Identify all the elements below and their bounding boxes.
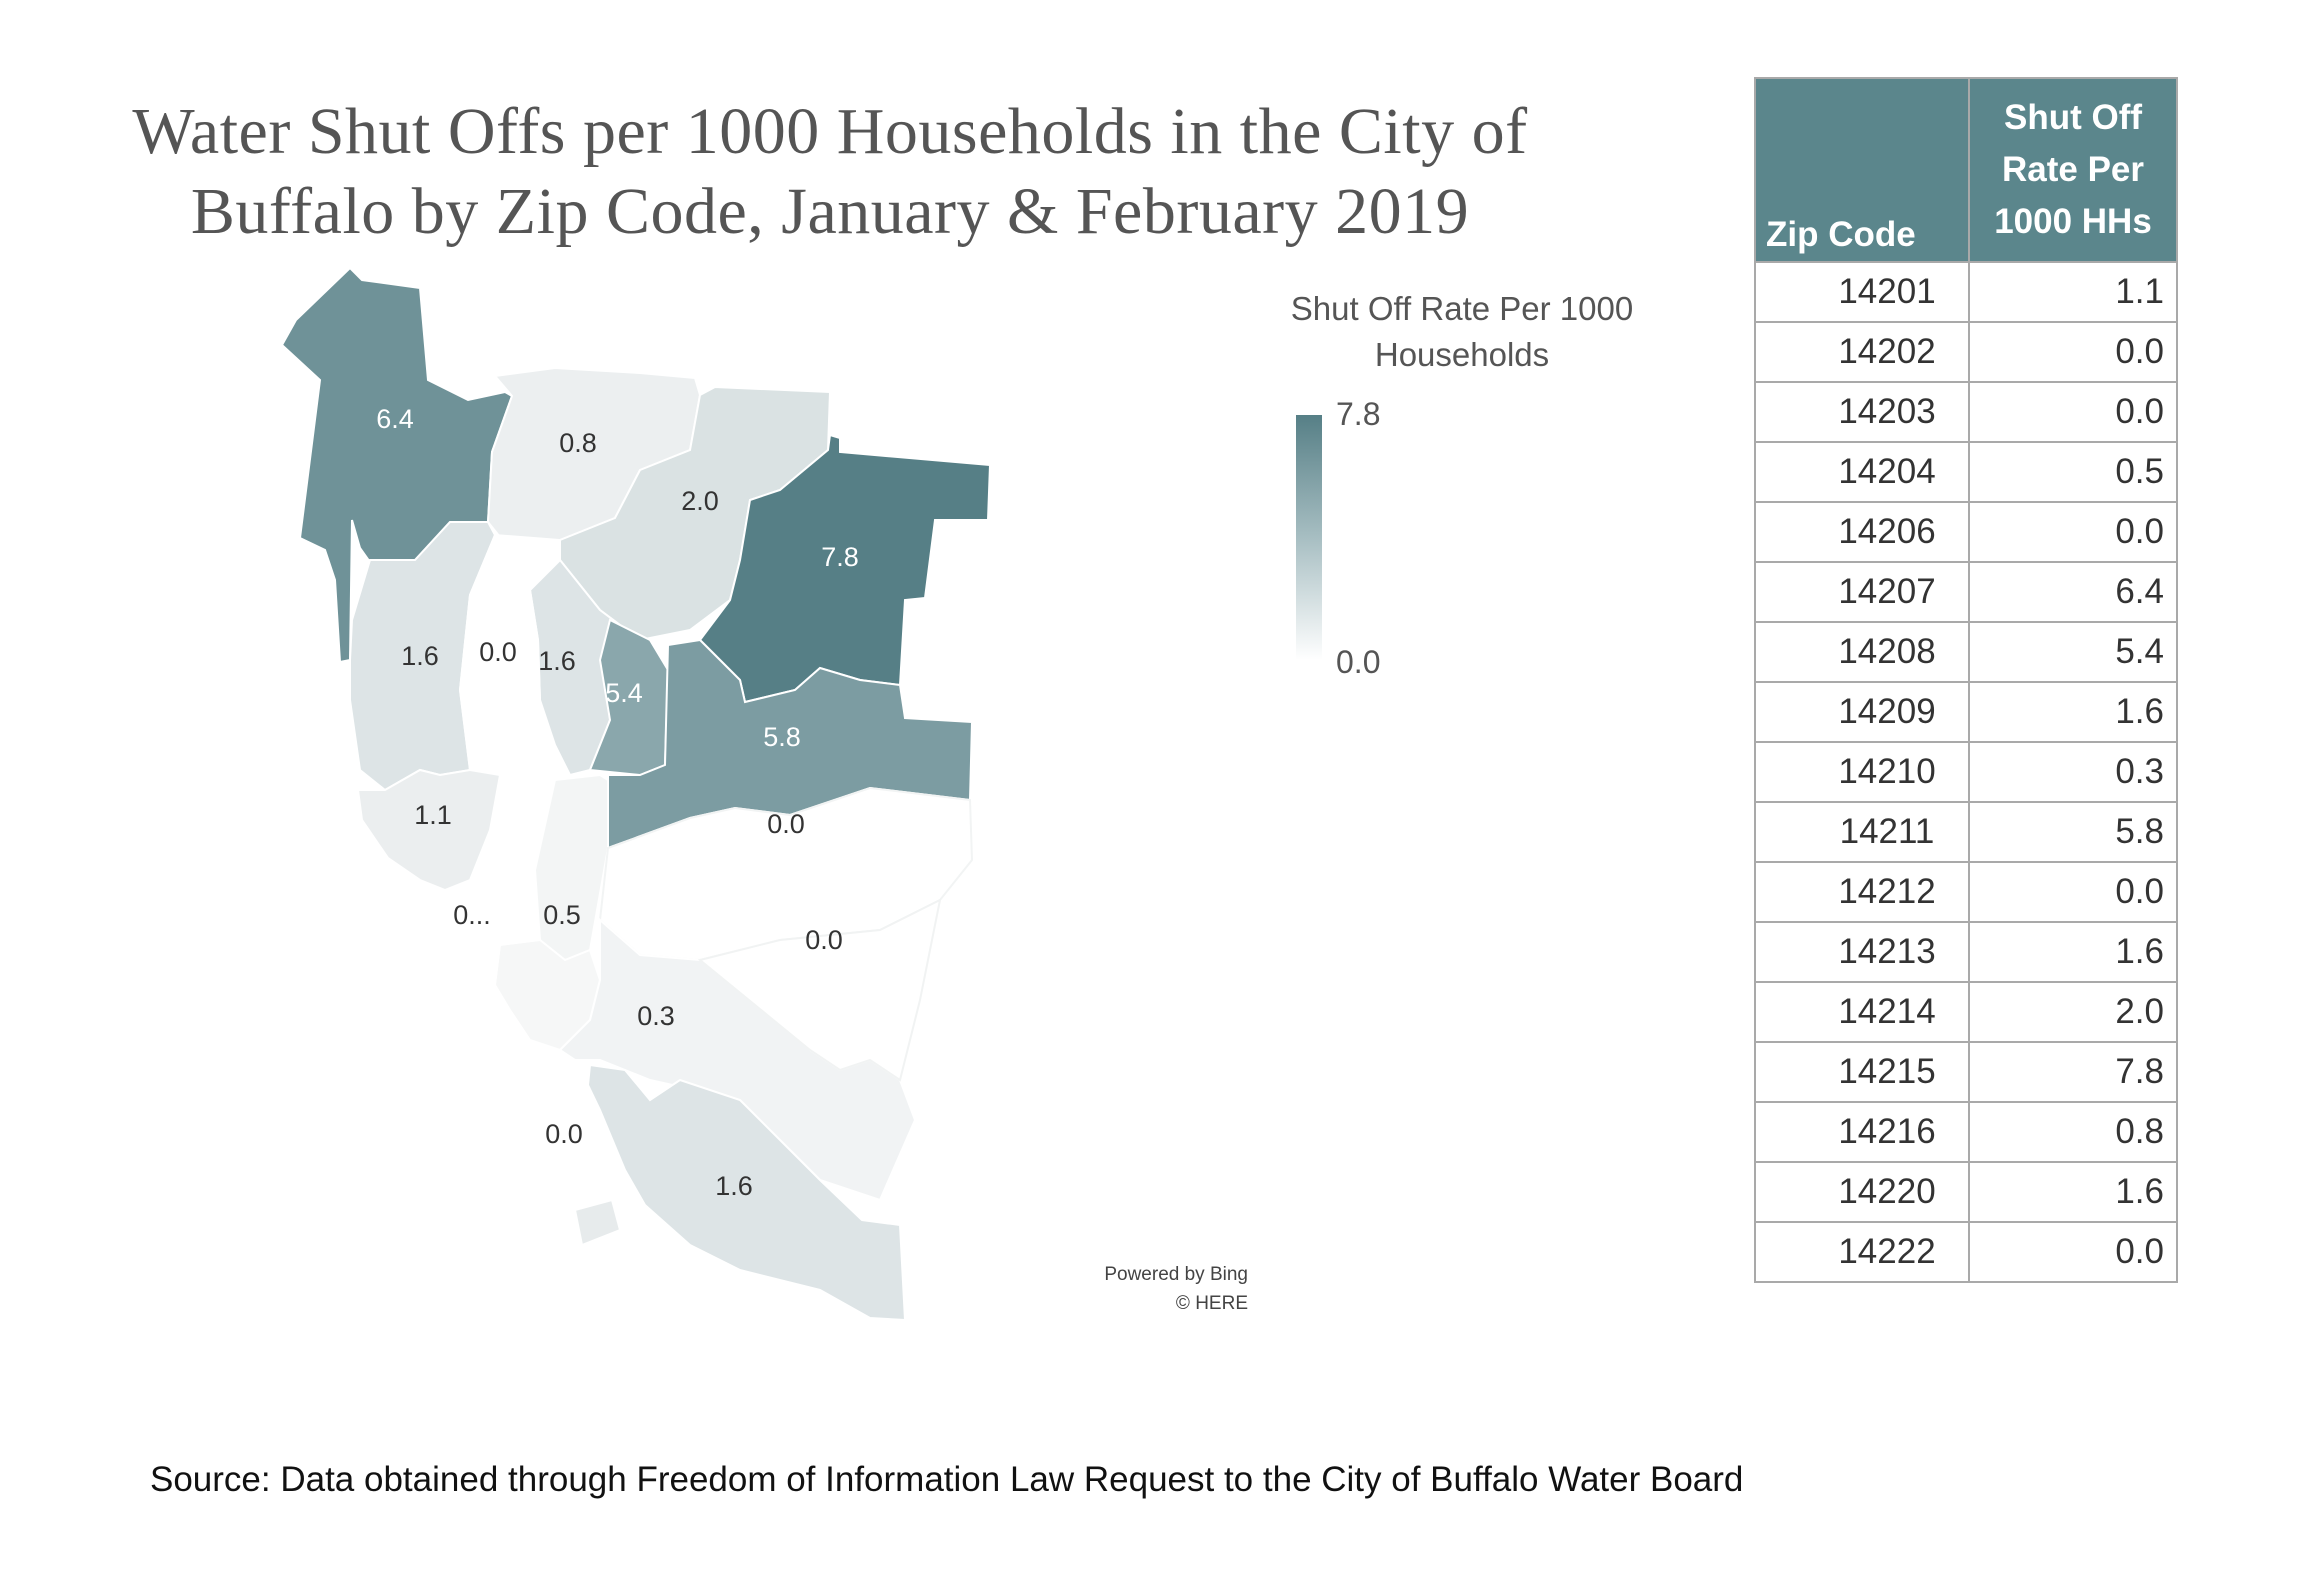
zip-region-14220	[586, 1063, 907, 1322]
cell-rate: 0.8	[1968, 1101, 2178, 1163]
region-label: 2.0	[681, 486, 719, 516]
cell-rate: 5.8	[1968, 801, 2178, 863]
zip-region-pier	[573, 1198, 622, 1247]
region-label: 5.8	[763, 722, 801, 752]
cell-zip: 14212	[1754, 861, 1970, 923]
table-row: 14206 0.0	[1754, 501, 2178, 563]
cell-rate: 2.0	[1968, 981, 2178, 1043]
table-row: 14215 7.8	[1754, 1041, 2178, 1103]
table-row: 14210 0.3	[1754, 741, 2178, 803]
cell-rate: 0.0	[1968, 861, 2178, 923]
cell-zip: 14210	[1754, 741, 1970, 803]
region-label: 1.6	[401, 641, 439, 671]
cell-rate: 0.0	[1968, 1221, 2178, 1283]
region-label: 0.3	[637, 1001, 675, 1031]
region-label: 0.0	[479, 637, 517, 667]
header-rate-line-3: 1000 HHs	[1994, 202, 2152, 241]
region-label: 0.0	[767, 809, 805, 839]
cell-rate: 1.1	[1968, 261, 2178, 323]
source-note: Source: Data obtained through Freedom of…	[150, 1460, 1744, 1499]
cell-rate: 6.4	[1968, 561, 2178, 623]
cell-zip: 14209	[1754, 681, 1970, 743]
title-line-1: Water Shut Offs per 1000 Households in t…	[132, 95, 1528, 168]
table-row: 14201 1.1	[1754, 261, 2178, 323]
cell-zip: 14214	[1754, 981, 1970, 1043]
cell-zip: 14208	[1754, 621, 1970, 683]
region-label: 0.0	[805, 925, 843, 955]
header-rate-line-2: Rate Per	[2001, 150, 2145, 189]
table-row: 14214 2.0	[1754, 981, 2178, 1043]
table-row: 14207 6.4	[1754, 561, 2178, 623]
cell-zip: 14220	[1754, 1161, 1970, 1223]
cell-zip: 14204	[1754, 441, 1970, 503]
cell-rate: 5.4	[1968, 621, 2178, 683]
header-rate-line-1: Shut Off	[2003, 98, 2143, 137]
cell-rate: 0.5	[1968, 441, 2178, 503]
cell-zip: 14213	[1754, 921, 1970, 983]
table-row: 14208 5.4	[1754, 621, 2178, 683]
table-row: 14202 0.0	[1754, 321, 2178, 383]
legend-title: Shut Off Rate Per 1000 Households	[1262, 286, 1662, 378]
cell-rate: 0.3	[1968, 741, 2178, 803]
region-label: 1.6	[538, 646, 576, 676]
table-row: 14203 0.0	[1754, 381, 2178, 443]
region-label: 7.8	[821, 542, 859, 572]
table-row: 14211 5.8	[1754, 801, 2178, 863]
legend-color-scale	[1296, 415, 1322, 660]
legend-title-line-1: Shut Off Rate Per 1000	[1290, 290, 1634, 327]
legend-title-line-2: Households	[1374, 336, 1550, 373]
cell-zip: 14203	[1754, 381, 1970, 443]
cell-rate: 0.0	[1968, 321, 2178, 383]
cell-rate: 0.0	[1968, 501, 2178, 563]
header-shut-off-rate: Shut Off Rate Per 1000 HHs	[1968, 77, 2178, 263]
map-attribution: Powered by Bing © HERE	[1040, 1260, 1248, 1318]
cell-rate: 7.8	[1968, 1041, 2178, 1103]
table-row: 14212 0.0	[1754, 861, 2178, 923]
cell-zip: 14207	[1754, 561, 1970, 623]
table-row: 14220 1.6	[1754, 1161, 2178, 1223]
cell-rate: 1.6	[1968, 681, 2178, 743]
region-label: 0.8	[559, 428, 597, 458]
cell-zip: 14222	[1754, 1221, 1970, 1283]
region-label: 0.0	[545, 1119, 583, 1149]
region-label: 6.4	[376, 404, 414, 434]
region-label: 0.5	[543, 900, 581, 930]
rates-table: Zip Code Shut Off Rate Per 1000 HHs 1420…	[1754, 77, 2178, 1283]
cell-zip: 14202	[1754, 321, 1970, 383]
region-label: 5.4	[605, 678, 643, 708]
zip-region-14222	[458, 533, 561, 777]
choropleth-map: 6.4 0.8 2.0 7.8 1.6 0.0 1.6 5.4 5.8 1.1 …	[280, 266, 992, 1322]
chart-title: Water Shut Offs per 1000 Households in t…	[100, 92, 1560, 252]
region-label: 1.1	[414, 800, 452, 830]
table-row: 14216 0.8	[1754, 1101, 2178, 1163]
table-header-row: Zip Code Shut Off Rate Per 1000 HHs	[1754, 77, 2178, 263]
legend-min-label: 0.0	[1336, 644, 1381, 680]
cell-zip: 14211	[1754, 801, 1970, 863]
cell-zip: 14216	[1754, 1101, 1970, 1163]
attribution-here: © HERE	[1175, 1293, 1248, 1314]
table-row: 14209 1.6	[1754, 681, 2178, 743]
zip-region-14204	[533, 773, 609, 962]
table-row: 14222 0.0	[1754, 1221, 2178, 1283]
cell-zip: 14206	[1754, 501, 1970, 563]
table-row: 14204 0.5	[1754, 441, 2178, 503]
cell-rate: 0.0	[1968, 381, 2178, 443]
title-line-2: Buffalo by Zip Code, January & February …	[190, 175, 1470, 248]
cell-rate: 1.6	[1968, 921, 2178, 983]
table-row: 14213 1.6	[1754, 921, 2178, 983]
region-label: 1.6	[715, 1171, 753, 1201]
zip-region-14201	[356, 768, 502, 892]
header-zip-code: Zip Code	[1754, 77, 1970, 263]
cell-zip: 14215	[1754, 1041, 1970, 1103]
attribution-bing: Powered by Bing	[1104, 1264, 1248, 1285]
cell-zip: 14201	[1754, 261, 1970, 323]
legend-max-label: 7.8	[1336, 396, 1381, 432]
cell-rate: 1.6	[1968, 1161, 2178, 1223]
region-label: 0...	[453, 900, 491, 930]
zip-region-14206	[697, 898, 942, 1082]
